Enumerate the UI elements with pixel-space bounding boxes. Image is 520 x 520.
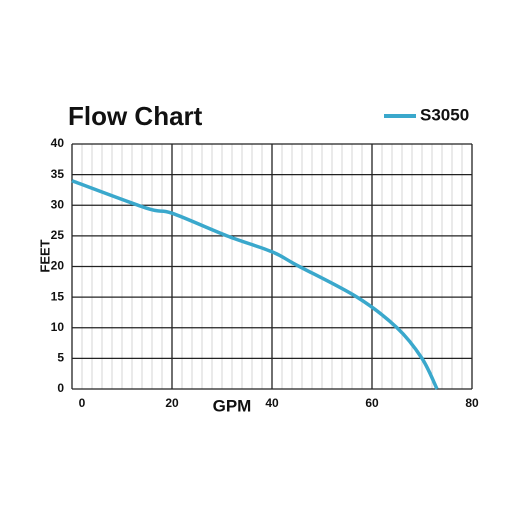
x-axis-label: GPM xyxy=(213,396,252,415)
y-tick-label: 30 xyxy=(51,197,65,211)
x-tick-label: 60 xyxy=(365,396,379,410)
chart-title: Flow Chart xyxy=(68,101,203,131)
y-tick-label: 15 xyxy=(51,289,65,303)
y-axis-label: FEET xyxy=(37,239,52,272)
y-tick-label: 5 xyxy=(57,351,64,365)
data-line xyxy=(71,179,439,390)
y-tick-label: 25 xyxy=(51,228,65,242)
y-tick-label: 0 xyxy=(57,381,64,395)
legend-label: S3050 xyxy=(420,105,469,124)
y-tick-label: 20 xyxy=(51,259,65,273)
x-tick-label: 80 xyxy=(465,396,479,410)
y-tick-label: 40 xyxy=(51,136,65,150)
x-tick-label: 20 xyxy=(165,396,179,410)
y-tick-label: 35 xyxy=(51,167,65,181)
y-tick-label: 10 xyxy=(51,320,65,334)
x-tick-label: 40 xyxy=(265,396,279,410)
x-tick-label: 0 xyxy=(79,396,86,410)
